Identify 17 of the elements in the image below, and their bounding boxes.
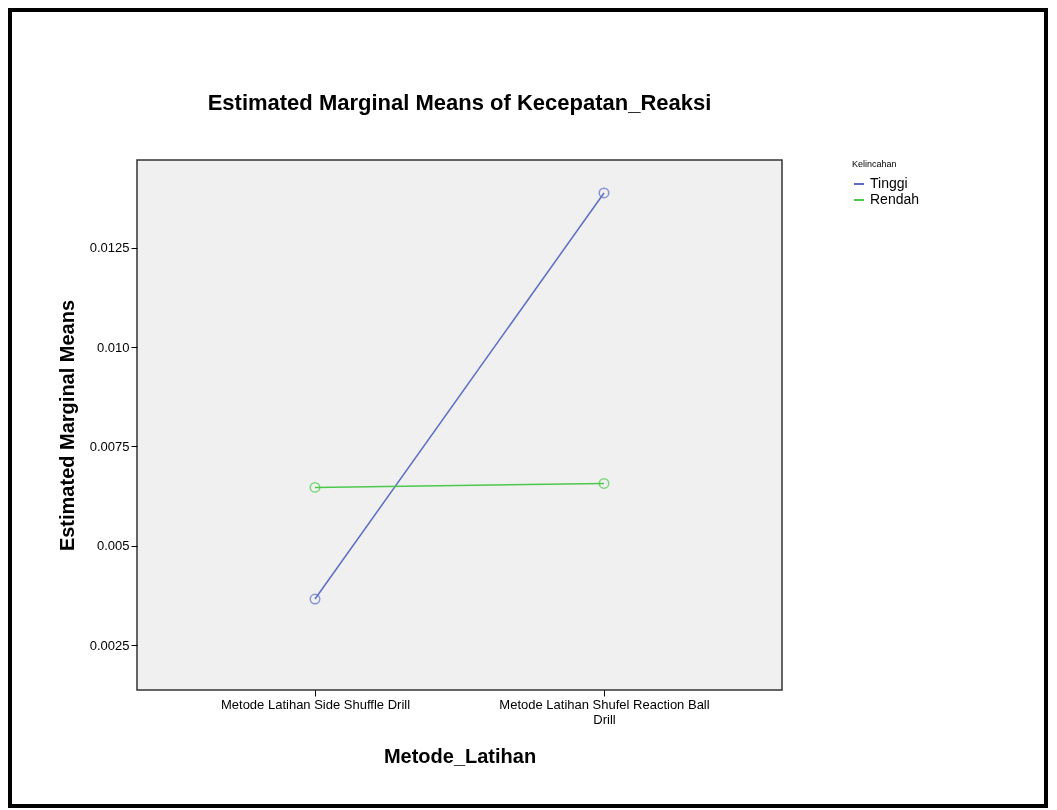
point bbox=[598, 477, 610, 489]
x-axis-title: Metode_Latihan bbox=[383, 744, 537, 767]
y-tick-label: 0.0025 bbox=[89, 637, 130, 653]
y-tick-label: 0.005 bbox=[96, 538, 130, 554]
y-tick-label: 0.010 bbox=[96, 339, 130, 355]
point bbox=[309, 593, 321, 605]
y-tick-label: 0.0075 bbox=[89, 438, 130, 454]
y-tick-label: 0.0125 bbox=[89, 240, 130, 256]
point bbox=[598, 187, 610, 199]
legend-title: Kelincahan bbox=[852, 159, 897, 169]
legend-label: Rendah bbox=[870, 191, 920, 207]
chart-title: Estimated Marginal Means of Kecepatan_Reaksi bbox=[207, 90, 712, 115]
point bbox=[309, 481, 321, 493]
legend-label: Tinggi bbox=[870, 175, 908, 191]
x-tick-label: Metode Latihan Shufel Reaction Ball Drill bbox=[499, 696, 710, 727]
y-axis-title: Estimated Marginal Means bbox=[55, 299, 78, 552]
x-tick-label: Metode Latihan Side Shuffle Drill bbox=[220, 696, 411, 712]
